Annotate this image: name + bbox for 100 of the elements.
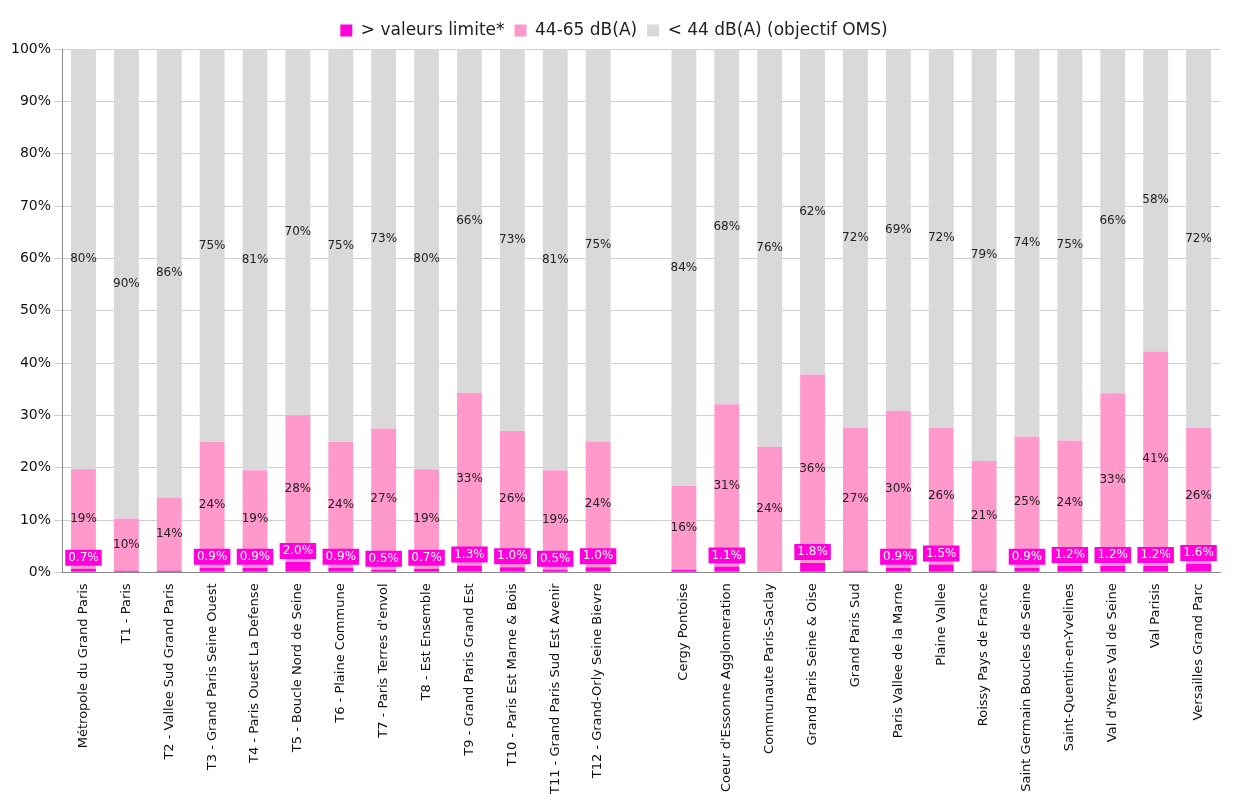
data-label: 75%	[584, 237, 612, 252]
bar	[671, 569, 697, 572]
x-tick-label: Plaine Vallee	[932, 583, 948, 666]
x-tick-label: Grand Paris Sud	[846, 583, 862, 688]
x-tick-label: Versailles Grand Parc	[1189, 583, 1205, 721]
data-label: 24%	[756, 501, 784, 516]
data-label: 2.0%	[282, 543, 314, 558]
data-label: 0.5%	[539, 550, 571, 565]
data-label: 14%	[155, 526, 183, 541]
data-label: 90%	[113, 275, 140, 290]
x-tick-label: T10 - Paris Est Marne & Bois	[503, 583, 519, 768]
data-label: 1.2%	[1097, 547, 1129, 562]
x-tick-label: T4 - Paris Ouest La Defense	[246, 583, 262, 765]
data-label: 81%	[541, 251, 569, 266]
data-label: 72%	[842, 230, 869, 245]
data-label: 41%	[1142, 450, 1169, 465]
x-tick-label: T11 - Grand Paris Sud Est Avenir	[546, 582, 562, 795]
y-tick-label: 60%	[19, 248, 52, 265]
data-label: 33%	[1099, 471, 1127, 486]
data-label: 1.0%	[497, 548, 528, 563]
x-tick-label: Grand Paris Seine & Oise	[803, 583, 819, 746]
data-label: 80%	[413, 251, 440, 266]
x-tick-label: T7 - Paris Terres d'envol	[375, 583, 391, 739]
x-tick-label: Cergy Pontoise	[675, 583, 691, 681]
data-label: 27%	[370, 491, 398, 506]
data-label: 30%	[885, 481, 912, 496]
data-label: 19%	[413, 511, 440, 526]
data-label: 0.5%	[368, 550, 399, 565]
x-tick-label: Communaute Paris-Saclay	[761, 583, 777, 754]
data-label: 58%	[1142, 192, 1169, 207]
y-tick-label: 100%	[10, 39, 52, 56]
data-label: 0.9%	[196, 548, 228, 563]
data-label: 0.7%	[68, 549, 99, 564]
x-tick-label: T9 - Grand Paris Grand Est	[460, 583, 476, 757]
x-tick-label: Saint-Quentin-en-Yvelines	[1061, 583, 1077, 752]
data-label: 72%	[1185, 230, 1212, 245]
data-label: 68%	[713, 218, 741, 233]
data-label: 16%	[670, 520, 698, 534]
x-tick-label: Coeur d'Essonne Agglomeration	[718, 583, 734, 793]
data-label: 28%	[284, 480, 312, 495]
data-label: 24%	[584, 496, 612, 511]
data-label: 27%	[842, 491, 869, 506]
data-label: 76%	[756, 240, 784, 255]
data-label: 31%	[713, 477, 741, 492]
x-tick-label: T3 - Grand Paris Seine Ouest	[203, 583, 219, 772]
data-label: 75%	[1056, 236, 1084, 251]
y-tick-label: 50%	[19, 301, 52, 318]
data-label: 21%	[970, 507, 998, 522]
data-label: 86%	[155, 265, 183, 280]
legend-label: < 44 dB(A) (objectif OMS)	[667, 18, 888, 39]
data-label: 1.0%	[582, 548, 614, 563]
data-label: 33%	[456, 471, 483, 486]
data-label: 75%	[198, 237, 226, 252]
data-label: 24%	[327, 496, 355, 511]
data-label: 1.2%	[1054, 547, 1086, 562]
y-tick-label: 90%	[19, 91, 52, 108]
data-label: 0.9%	[325, 548, 357, 563]
x-tick-label: Paris Vallee de la Marne	[889, 583, 905, 739]
data-label: 36%	[799, 460, 826, 475]
x-tick-label: T12 - Grand-Orly Seine Bievre	[589, 583, 605, 780]
y-tick-label: 80%	[19, 144, 52, 161]
data-label: 25%	[1013, 494, 1041, 509]
bar	[1057, 566, 1083, 572]
x-tick-label: T5 - Boucle Nord de Seine	[289, 583, 305, 754]
bar	[1100, 566, 1126, 572]
data-label: 19%	[70, 511, 97, 526]
y-tick-label: 30%	[19, 405, 52, 422]
bar	[971, 460, 997, 571]
data-label: 62%	[799, 203, 826, 218]
legend-label: > valeurs limite*	[360, 18, 505, 39]
x-tick-label: Val Parisis	[1147, 583, 1163, 649]
data-label: 70%	[284, 224, 312, 239]
data-label: 1.8%	[797, 544, 828, 559]
data-label: 81%	[241, 251, 269, 266]
data-label: 0.7%	[411, 549, 442, 564]
y-tick-label: 20%	[19, 458, 52, 475]
bar	[1143, 351, 1169, 567]
data-label: 1.6%	[1183, 545, 1214, 560]
data-label: 24%	[198, 496, 226, 511]
bar	[757, 446, 783, 572]
data-label: 1.3%	[454, 546, 485, 561]
data-label: 79%	[970, 247, 998, 262]
data-label: 72%	[927, 230, 955, 245]
data-label: 26%	[927, 488, 955, 503]
x-tick-label: T2 - Vallee Sud Grand Paris	[160, 583, 176, 761]
y-tick-label: 0%	[28, 563, 52, 579]
bar	[1143, 566, 1169, 572]
data-label: 66%	[456, 213, 483, 228]
y-tick-label: 10%	[19, 510, 52, 527]
data-label: 74%	[1013, 235, 1041, 250]
y-tick-label: 40%	[19, 353, 52, 370]
legend-label: 44-65 dB(A)	[535, 18, 638, 39]
data-label: 69%	[885, 221, 912, 236]
x-tick-label: Saint Germain Boucles de Seine	[1018, 583, 1034, 792]
data-label: 84%	[670, 259, 698, 274]
data-label: 66%	[1099, 213, 1127, 228]
data-label: 73%	[499, 232, 526, 247]
data-label: 26%	[1185, 488, 1212, 503]
data-label: 19%	[541, 512, 569, 527]
data-label: 75%	[327, 237, 355, 252]
